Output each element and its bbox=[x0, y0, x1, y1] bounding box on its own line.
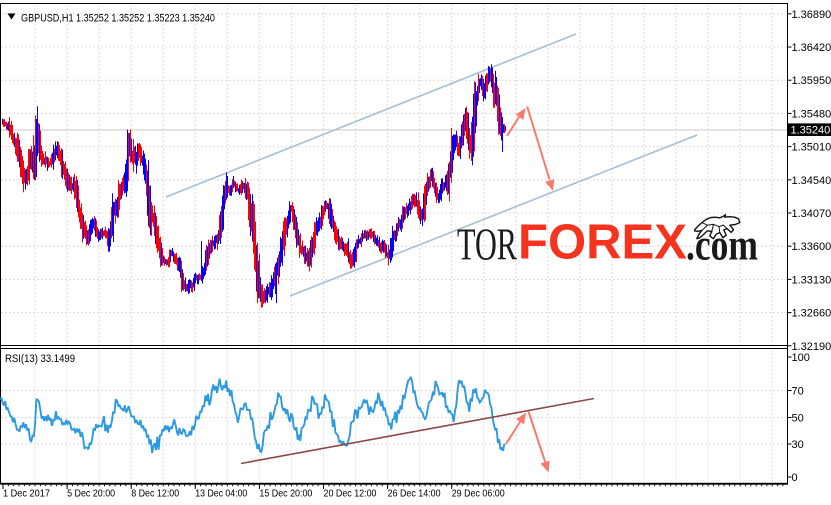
svg-text:1.36890: 1.36890 bbox=[792, 9, 831, 21]
svg-text:29 Dec 06:00: 29 Dec 06:00 bbox=[452, 488, 505, 500]
svg-text:50: 50 bbox=[792, 413, 804, 425]
svg-text:1.32190: 1.32190 bbox=[792, 341, 831, 353]
svg-text:100: 100 bbox=[792, 352, 810, 364]
svg-text:1.32660: 1.32660 bbox=[792, 308, 831, 320]
svg-text:26 Dec 14:00: 26 Dec 14:00 bbox=[388, 488, 441, 500]
svg-text:GBPUSD,H1 1.35252 1.35252 1.3: GBPUSD,H1 1.35252 1.35252 1.35223 1.3524… bbox=[21, 13, 215, 25]
svg-text:1.35480: 1.35480 bbox=[792, 108, 831, 120]
svg-text:15 Dec 20:00: 15 Dec 20:00 bbox=[259, 488, 312, 500]
svg-text:1 Dec 2017: 1 Dec 2017 bbox=[3, 488, 50, 500]
svg-text:RSI(13) 33.1499: RSI(13) 33.1499 bbox=[5, 353, 75, 365]
svg-text:1.34070: 1.34070 bbox=[792, 208, 831, 220]
svg-text:0: 0 bbox=[792, 472, 798, 484]
svg-text:8 Dec 12:00: 8 Dec 12:00 bbox=[131, 488, 179, 500]
svg-text:1.35950: 1.35950 bbox=[792, 75, 831, 87]
svg-text:30: 30 bbox=[792, 439, 804, 451]
svg-text:1.33130: 1.33130 bbox=[792, 274, 831, 286]
svg-text:1.35240: 1.35240 bbox=[791, 125, 831, 137]
svg-text:FOREX: FOREX bbox=[518, 216, 687, 270]
svg-text:20 Dec 12:00: 20 Dec 12:00 bbox=[324, 488, 377, 500]
svg-text:13 Dec 04:00: 13 Dec 04:00 bbox=[195, 488, 247, 500]
svg-text:1.35010: 1.35010 bbox=[792, 142, 831, 154]
svg-text:1.36420: 1.36420 bbox=[792, 42, 831, 54]
svg-text:1.34540: 1.34540 bbox=[792, 175, 831, 187]
svg-text:5 Dec 20:00: 5 Dec 20:00 bbox=[67, 488, 115, 500]
svg-text:70: 70 bbox=[792, 386, 804, 398]
svg-text:1.33600: 1.33600 bbox=[792, 241, 831, 253]
svg-text:TOR: TOR bbox=[457, 219, 517, 270]
